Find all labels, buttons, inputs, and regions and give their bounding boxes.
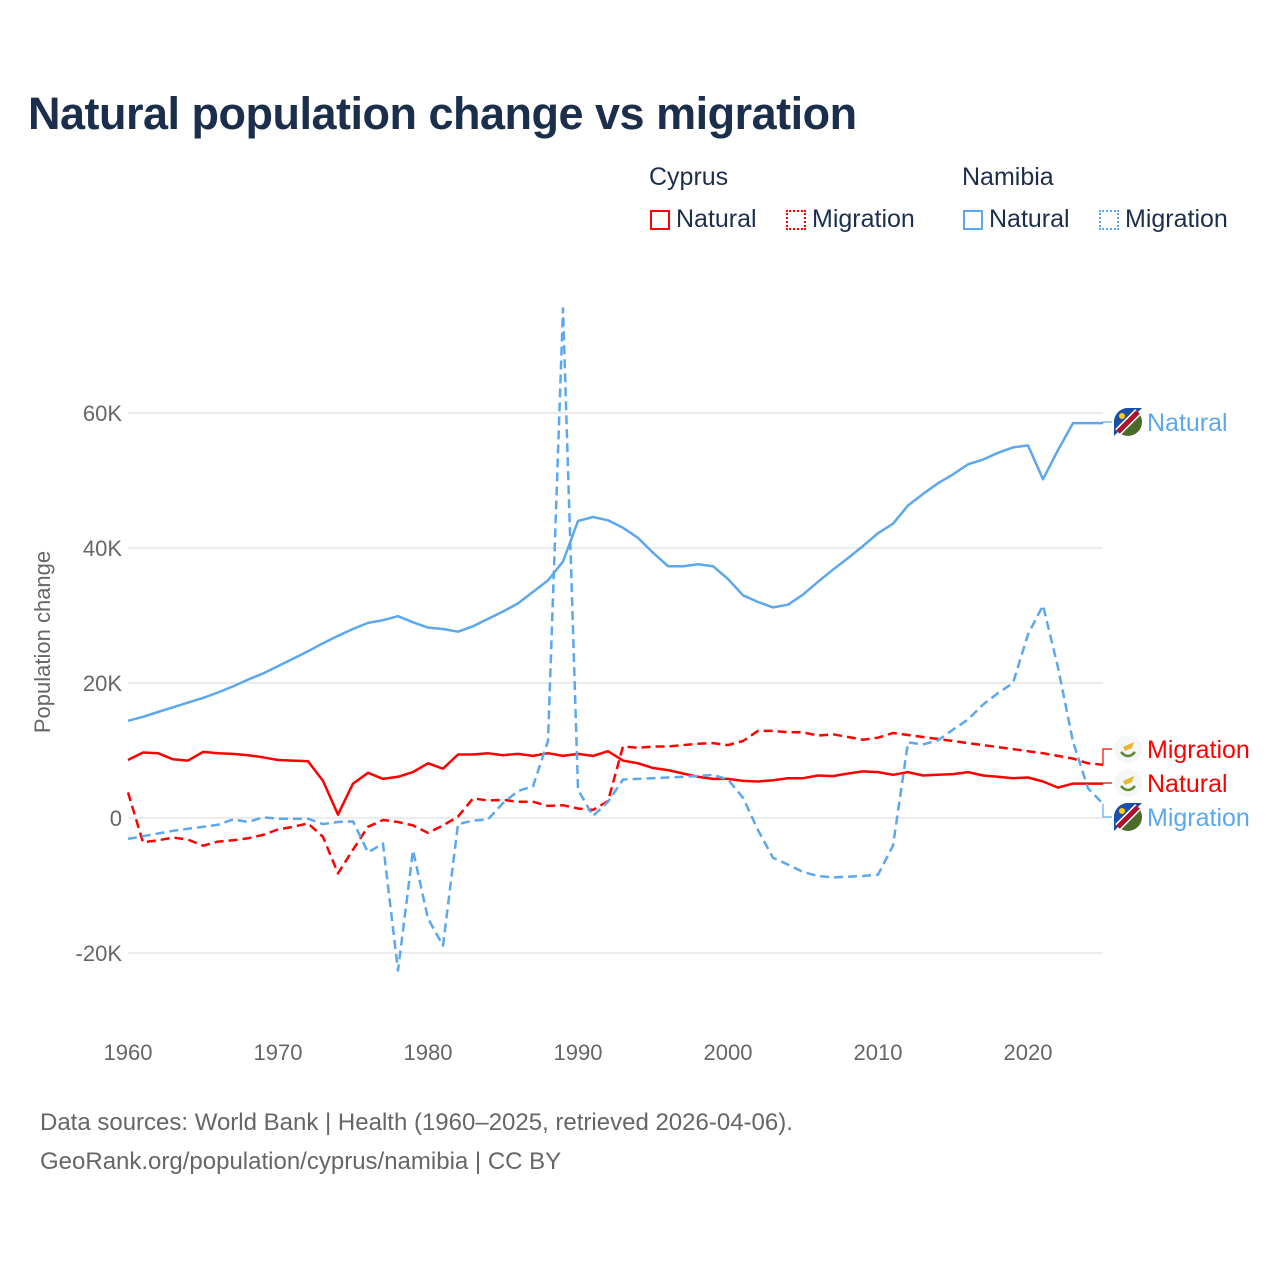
y-tick-label: 20K: [83, 671, 122, 696]
legend-label: Migration: [812, 205, 915, 233]
end-label-connector: [1102, 421, 1112, 424]
end-label-connector: [1102, 748, 1112, 765]
legend-label: Migration: [1125, 205, 1228, 233]
flag-red: [1116, 410, 1140, 434]
legend-group-cyprus: Cyprus: [649, 163, 729, 191]
legend-cyprus-natural[interactable]: Natural: [650, 205, 757, 234]
chart-title: Natural population change vs migration: [28, 88, 857, 139]
namibia-flag-icon: [1114, 408, 1142, 436]
legend-group-namibia: Namibia: [962, 163, 1054, 191]
flag-sun: [1119, 808, 1125, 814]
legend-swatch-solid: [650, 209, 670, 230]
x-tick-label: 1980: [404, 1040, 453, 1065]
x-tick-label: 1960: [104, 1040, 153, 1065]
cyprus-flag-icon: [1114, 735, 1142, 763]
end-label: Migration: [1147, 736, 1250, 764]
y-axis-label: Population change: [30, 551, 55, 733]
flag-island: [1123, 776, 1134, 785]
legend-swatch-dotted: [786, 209, 806, 230]
end-label: Migration: [1147, 804, 1250, 832]
y-tick-label: 60K: [83, 401, 122, 426]
legend-swatch-solid: [963, 209, 983, 230]
source-link[interactable]: GeoRank.org/population/cyprus/namibia | …: [40, 1148, 562, 1175]
legend-label: Natural: [676, 205, 757, 233]
flag-red: [1116, 805, 1140, 829]
legend-cyprus-migration[interactable]: Migration: [786, 205, 915, 234]
y-tick-label: -20K: [76, 941, 123, 966]
flag-sun: [1119, 413, 1125, 419]
end-label: Natural: [1147, 770, 1228, 798]
source-note: Data sources: World Bank | Health (1960–…: [40, 1109, 793, 1136]
legend-namibia-migration[interactable]: Migration: [1099, 205, 1228, 234]
end-label: Natural: [1147, 409, 1228, 437]
flag-olive: [1120, 751, 1136, 758]
series-line-cyprus-natural: [127, 749, 1103, 816]
end-label-connector: [1102, 803, 1112, 818]
y-tick-label: 0: [110, 806, 122, 831]
cyprus-flag-icon: [1114, 769, 1142, 797]
end-label-connector: [1102, 782, 1112, 784]
x-tick-label: 1990: [554, 1040, 603, 1065]
series-line-cyprus-migration: [126, 729, 1104, 875]
x-tick-label: 2000: [704, 1040, 753, 1065]
legend-label: Natural: [989, 205, 1070, 233]
flag-olive: [1120, 785, 1136, 792]
legend-namibia-natural[interactable]: Natural: [963, 205, 1070, 234]
series-line-namibia-migration: [127, 307, 1104, 972]
x-tick-label: 1970: [254, 1040, 303, 1065]
legend-swatch-dotted: [1099, 209, 1119, 230]
series-line-namibia-natural: [127, 421, 1103, 723]
x-tick-label: 2020: [1004, 1040, 1053, 1065]
namibia-flag-icon: [1114, 803, 1142, 831]
flag-island: [1123, 742, 1134, 751]
x-tick-label: 2010: [854, 1040, 903, 1065]
y-tick-label: 40K: [83, 536, 122, 561]
